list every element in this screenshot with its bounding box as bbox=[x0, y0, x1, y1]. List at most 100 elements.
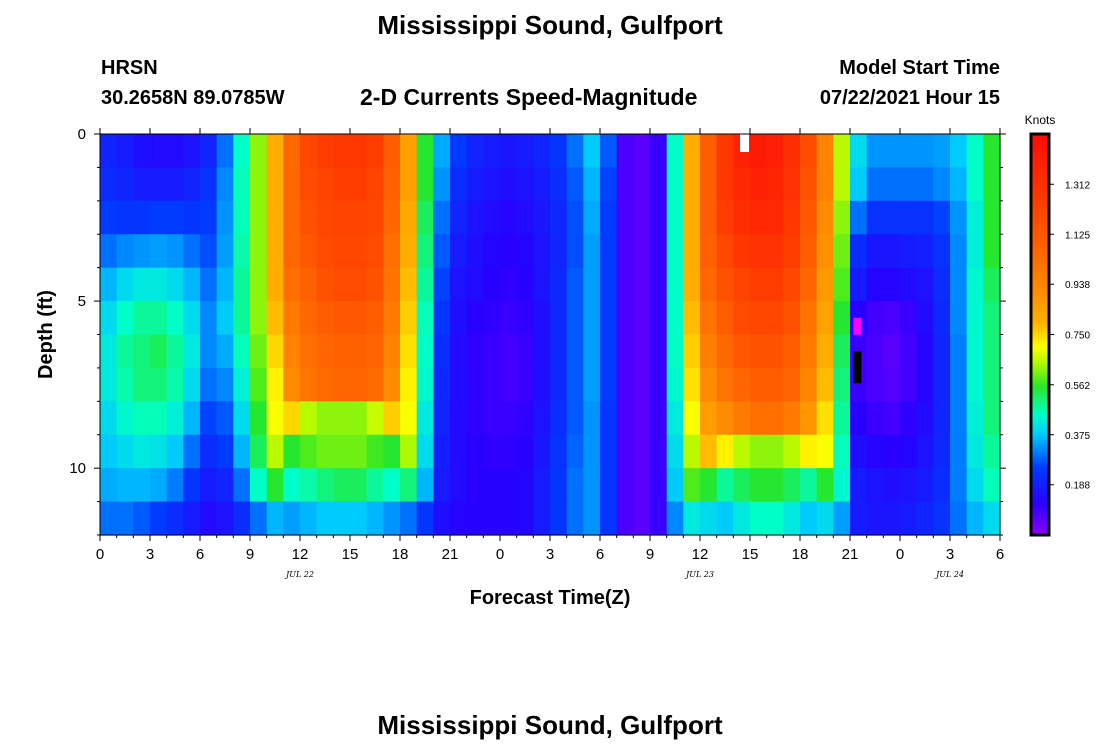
x-tick-label: 3 bbox=[146, 546, 154, 563]
heatmap-cell bbox=[866, 334, 884, 369]
heatmap-cell bbox=[550, 267, 568, 302]
heatmap-cell bbox=[566, 401, 584, 436]
heatmap-cell bbox=[183, 200, 201, 235]
heatmap-cell bbox=[383, 401, 401, 436]
heatmap-cell bbox=[716, 200, 734, 235]
heatmap-cell bbox=[833, 334, 851, 369]
heatmap-cell bbox=[300, 301, 318, 336]
heatmap-cell bbox=[333, 434, 351, 469]
heatmap-cell bbox=[450, 401, 468, 436]
x-tick-label: 18 bbox=[792, 546, 809, 563]
heatmap-cell bbox=[933, 134, 951, 169]
heatmap-cell bbox=[733, 501, 751, 536]
heatmap-cell bbox=[416, 167, 434, 202]
heatmap-cell bbox=[783, 167, 801, 202]
heatmap-cell bbox=[233, 501, 251, 536]
heatmap-cell bbox=[400, 134, 418, 169]
heatmap-cell bbox=[150, 134, 168, 169]
heatmap-cell bbox=[900, 367, 918, 402]
heatmap-cell bbox=[183, 401, 201, 436]
heatmap-cell bbox=[250, 134, 268, 169]
heatmap-cell bbox=[433, 501, 451, 536]
heatmap-cell bbox=[750, 434, 768, 469]
heatmap-cell bbox=[700, 301, 718, 336]
heatmap-cell bbox=[816, 468, 834, 503]
heatmap-cell bbox=[450, 334, 468, 369]
heatmap-cell bbox=[100, 167, 118, 202]
heatmap-cell bbox=[433, 234, 451, 269]
heatmap-cell bbox=[916, 401, 934, 436]
heatmap-cell bbox=[350, 301, 368, 336]
heatmap-cell bbox=[516, 501, 534, 536]
heatmap-cell bbox=[616, 367, 634, 402]
heatmap-cell bbox=[250, 468, 268, 503]
heatmap-cell bbox=[816, 301, 834, 336]
heatmap-cell bbox=[550, 200, 568, 235]
heatmap-cell bbox=[316, 134, 334, 169]
heatmap-cell bbox=[800, 234, 818, 269]
heatmap-cell bbox=[866, 167, 884, 202]
heatmap-cell bbox=[950, 334, 968, 369]
heatmap-cell bbox=[416, 267, 434, 302]
heatmap-cell bbox=[833, 367, 851, 402]
heatmap-cell bbox=[183, 267, 201, 302]
heatmap-cell bbox=[500, 501, 518, 536]
heatmap-cell bbox=[116, 200, 134, 235]
heatmap-cell bbox=[116, 501, 134, 536]
heatmap-cell bbox=[966, 367, 984, 402]
heatmap-cell bbox=[500, 134, 518, 169]
heatmap-cell bbox=[450, 501, 468, 536]
heatmap-cell bbox=[133, 367, 151, 402]
heatmap-cell bbox=[866, 468, 884, 503]
heatmap-cell bbox=[783, 334, 801, 369]
heatmap-cell bbox=[200, 234, 218, 269]
heatmap-cell bbox=[583, 167, 601, 202]
heatmap-cell bbox=[416, 468, 434, 503]
heatmap-cell bbox=[966, 501, 984, 536]
heatmap-cell bbox=[783, 234, 801, 269]
heatmap-cell bbox=[600, 134, 618, 169]
heatmap-cell bbox=[183, 367, 201, 402]
heatmap-cell bbox=[366, 301, 384, 336]
heatmap-cell bbox=[283, 267, 301, 302]
heatmap-cell bbox=[550, 234, 568, 269]
heatmap-cell bbox=[250, 267, 268, 302]
heatmap-cell bbox=[583, 434, 601, 469]
heatmap-cell bbox=[250, 434, 268, 469]
heatmap-cell bbox=[100, 367, 118, 402]
heatmap-cell bbox=[433, 334, 451, 369]
heatmap-cell bbox=[283, 134, 301, 169]
heatmap-cell bbox=[150, 267, 168, 302]
heatmap-cell bbox=[816, 401, 834, 436]
heatmap-cell bbox=[666, 367, 684, 402]
heatmap-cell bbox=[283, 434, 301, 469]
heatmap-cell bbox=[516, 434, 534, 469]
heatmap-cell bbox=[350, 234, 368, 269]
heatmap-cell bbox=[400, 367, 418, 402]
heatmap-cell bbox=[733, 367, 751, 402]
heatmap-cell bbox=[566, 501, 584, 536]
heatmap-cell bbox=[650, 134, 668, 169]
heatmap-cell bbox=[800, 200, 818, 235]
heatmap-cell bbox=[216, 434, 234, 469]
heatmap-cell bbox=[783, 434, 801, 469]
heatmap-cell bbox=[383, 301, 401, 336]
heatmap-cell bbox=[183, 234, 201, 269]
chart-title: Mississippi Sound, Gulfport bbox=[377, 10, 723, 40]
heatmap-cell bbox=[400, 267, 418, 302]
heatmap-cell bbox=[966, 134, 984, 169]
heatmap-cell bbox=[683, 334, 701, 369]
heatmap-cell bbox=[850, 167, 868, 202]
heatmap-cell bbox=[616, 234, 634, 269]
heatmap-cell bbox=[500, 234, 518, 269]
heatmap-cell bbox=[383, 200, 401, 235]
heatmap-cell bbox=[600, 301, 618, 336]
heatmap-cell bbox=[450, 301, 468, 336]
heatmap-cell bbox=[666, 468, 684, 503]
heatmap-cell bbox=[200, 200, 218, 235]
heatmap-cell bbox=[416, 301, 434, 336]
heatmap-cell bbox=[683, 434, 701, 469]
heatmap-cell bbox=[883, 401, 901, 436]
heatmap-cell bbox=[283, 200, 301, 235]
heatmap-cell bbox=[166, 501, 184, 536]
